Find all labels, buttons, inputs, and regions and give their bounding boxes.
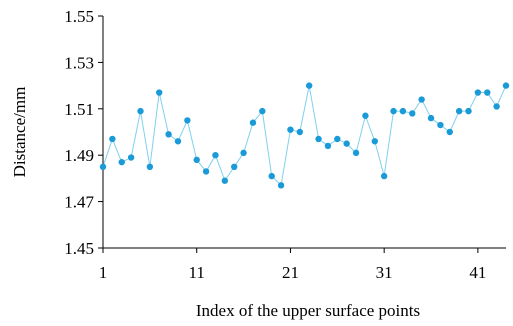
x-tick-label: 21: [282, 263, 299, 282]
data-point: [277, 182, 285, 189]
data-point: [493, 103, 500, 110]
data-point: [305, 82, 313, 89]
data-point: [287, 126, 294, 133]
data-point: [409, 110, 416, 117]
ticks: 1.451.471.491.511.531.551 11 21 31 41: [64, 7, 486, 282]
data-point: [455, 107, 463, 115]
data-point: [418, 96, 425, 103]
y-tick-label: 1.53: [64, 53, 94, 72]
data-point: [193, 156, 200, 164]
y-tick-label: 1.45: [64, 239, 94, 258]
data-point: [343, 140, 350, 147]
data-point: [484, 89, 491, 96]
y-axis-title: Distance/mm: [10, 87, 29, 178]
data-point: [99, 163, 107, 170]
data-point: [146, 163, 154, 170]
x-axis-title: Index of the upper surface points: [196, 301, 420, 320]
data-point: [212, 152, 219, 159]
data-point: [296, 128, 304, 136]
data-point: [109, 135, 116, 143]
x-tick-label: 31: [376, 263, 393, 282]
data-point: [334, 135, 341, 143]
data-point: [174, 138, 182, 145]
data-point: [390, 107, 397, 115]
axes: [102, 16, 506, 249]
data-point: [165, 131, 172, 138]
data-point: [446, 128, 453, 136]
y-tick-label: 1.47: [64, 193, 94, 212]
x-tick-label: 11: [189, 263, 205, 282]
y-tick-label: 1.55: [64, 7, 94, 26]
data-point: [465, 107, 472, 115]
data-point: [362, 112, 369, 119]
data-point: [380, 172, 388, 180]
series-line: [102, 85, 507, 187]
data-point: [502, 82, 510, 89]
y-tick-label: 1.49: [64, 146, 94, 165]
data-point: [324, 142, 332, 150]
data-point: [184, 117, 191, 124]
x-tick-label: 1: [99, 263, 108, 282]
data-point: [371, 138, 378, 145]
y-tick-label: 1.51: [64, 100, 94, 119]
data-point: [352, 149, 360, 157]
data-point: [437, 121, 444, 129]
data-point: [231, 163, 238, 170]
data-point: [268, 172, 275, 180]
data-point: [474, 89, 482, 96]
data-point: [240, 149, 247, 157]
data-point: [427, 114, 435, 122]
x-tick-label: 41: [469, 263, 486, 282]
data-point: [127, 154, 135, 161]
data-point: [221, 177, 229, 184]
data-point: [118, 158, 125, 166]
series-layer: [99, 82, 510, 189]
data-point: [156, 89, 163, 96]
data-point: [137, 107, 144, 115]
data-point: [399, 107, 407, 115]
data-point: [249, 119, 257, 126]
data-point: [202, 168, 210, 175]
data-point: [259, 107, 266, 115]
data-point: [315, 135, 322, 143]
